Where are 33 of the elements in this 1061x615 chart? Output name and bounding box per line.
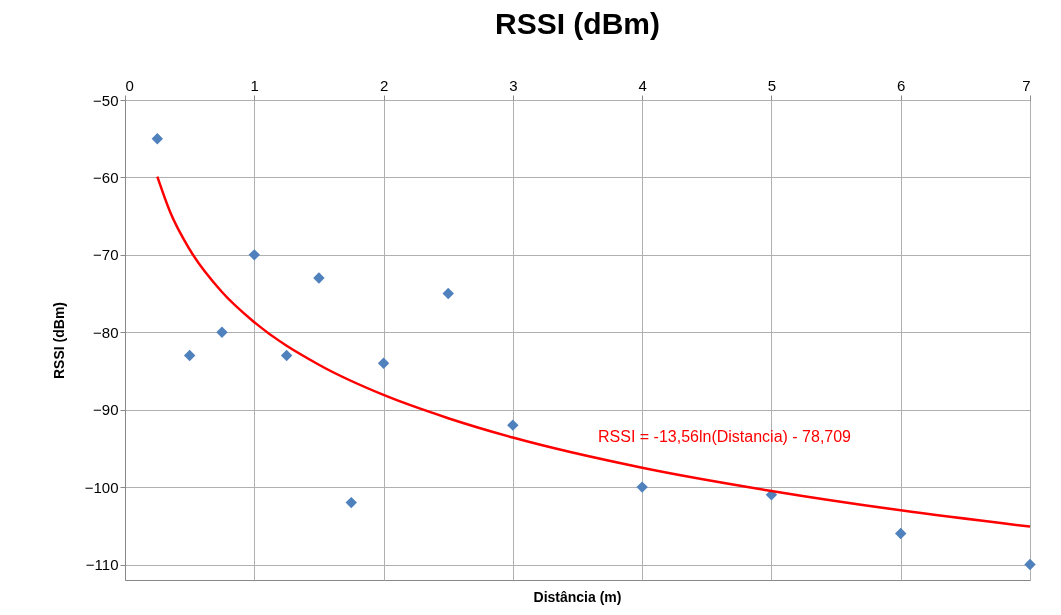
point	[377, 357, 390, 369]
x-tick-label: 5	[767, 76, 777, 94]
y-axis-title: RSSI (dBm)	[50, 302, 67, 379]
point	[636, 481, 648, 493]
chart-title: RSSI (dBm)	[495, 7, 660, 40]
point	[216, 326, 228, 338]
x-tick-label: 2	[379, 76, 389, 94]
x-tick-label: 6	[897, 76, 906, 94]
y-tick-label: −90	[93, 401, 119, 419]
line-series	[156, 175, 1032, 528]
y-tick-label: −110	[85, 556, 119, 574]
x-tick-label: 3	[509, 76, 518, 94]
y-tick-label: −80	[93, 323, 119, 341]
y-tick-label: −100	[84, 478, 119, 496]
point	[345, 496, 357, 509]
point	[280, 349, 293, 362]
y-tick-label: −60	[93, 168, 119, 186]
point	[151, 133, 164, 145]
point	[313, 272, 325, 284]
x-tick-label: 7	[1022, 76, 1031, 94]
point	[895, 527, 907, 540]
point	[183, 349, 196, 362]
x-axis-title: Distância (m)	[533, 589, 622, 605]
y-tick-label: −70	[93, 246, 119, 264]
x-tick-label: 0	[125, 76, 134, 94]
annotation: RSSI = -13,56ln(Distancia) - 78,709	[598, 428, 852, 445]
point	[442, 287, 454, 300]
y-tick-label: −50	[93, 91, 119, 109]
x-tick-label: 4	[638, 76, 647, 94]
point	[507, 419, 519, 431]
point	[1024, 558, 1036, 571]
point	[248, 249, 260, 261]
x-tick-label: 1	[250, 76, 259, 94]
